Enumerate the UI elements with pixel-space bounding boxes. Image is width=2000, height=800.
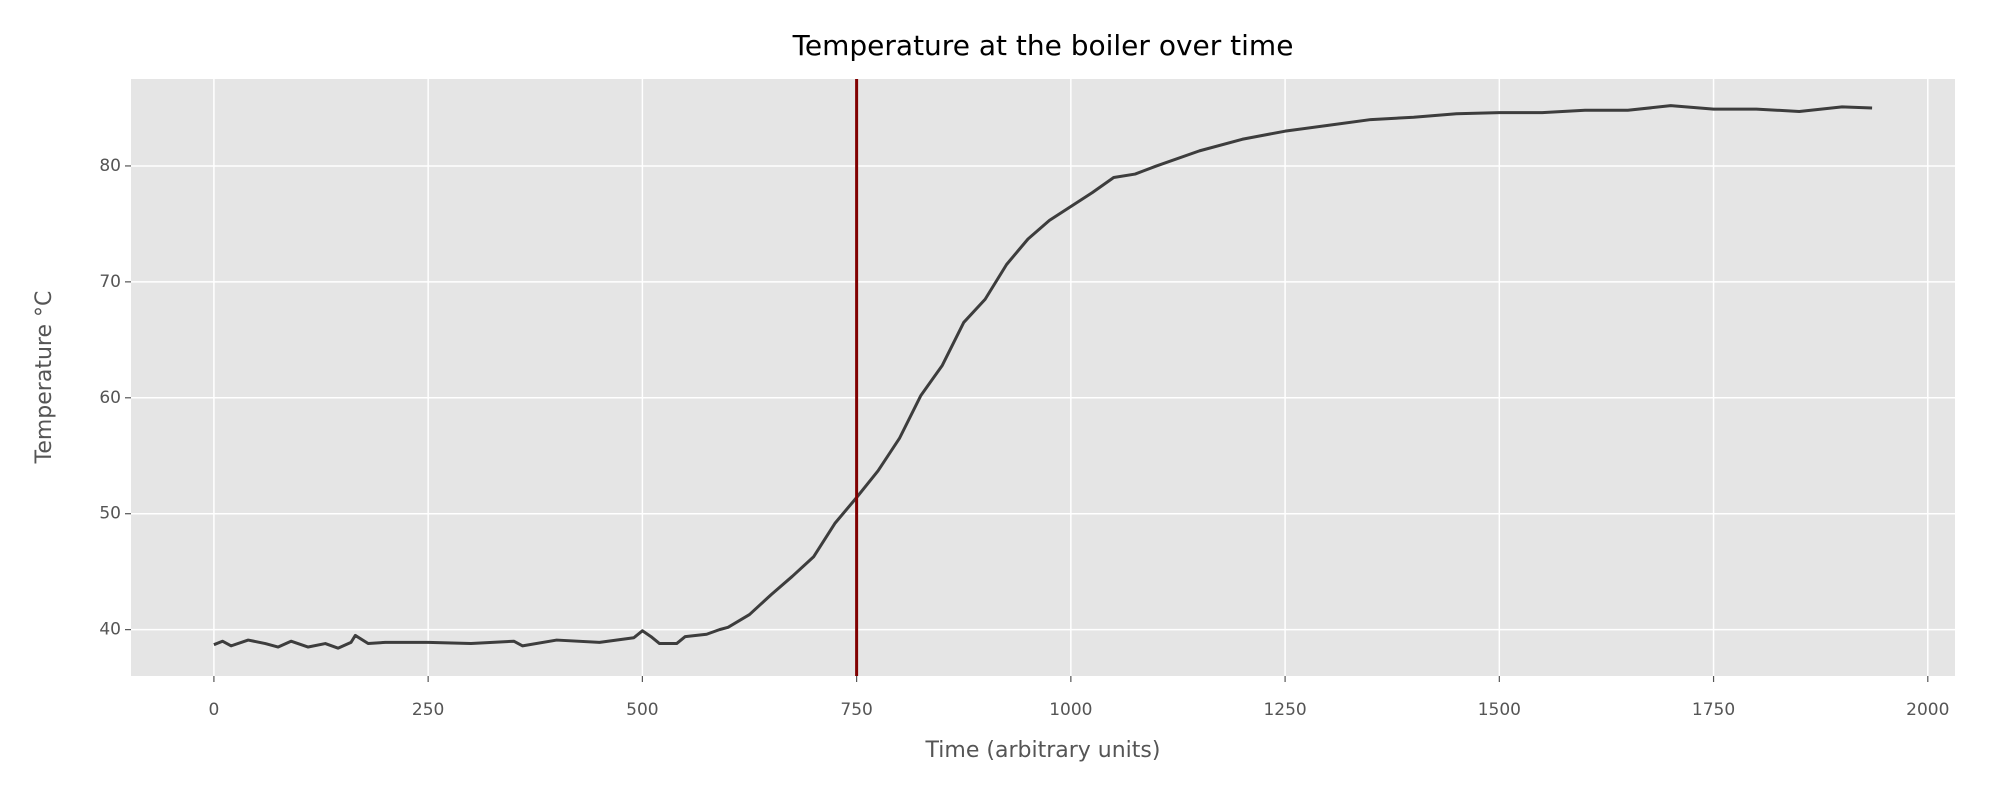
y-tick-label: 70 [99,272,121,292]
x-axis-label: Time (arbitrary units) [925,738,1161,763]
x-tick-label: 1500 [1478,700,1521,720]
x-tick-label: 2000 [1906,700,1949,720]
y-tick-label: 80 [99,156,121,176]
data-line [213,104,1873,650]
y-axis-label: Temperature °C [32,291,57,465]
x-tick-label: 250 [412,700,444,720]
y-tick-label: 50 [99,504,121,524]
x-tick-label: 750 [840,700,872,720]
x-tick-label: 1750 [1692,700,1735,720]
plot-area [131,79,1955,676]
y-tick-label: 40 [99,620,121,640]
x-tick-label: 1000 [1049,700,1092,720]
x-tick-label: 1250 [1263,700,1306,720]
x-tick-label: 500 [626,700,658,720]
x-tick-label: 0 [208,700,219,720]
chart-title: Temperature at the boiler over time [792,29,1294,62]
y-tick-label: 60 [99,388,121,408]
